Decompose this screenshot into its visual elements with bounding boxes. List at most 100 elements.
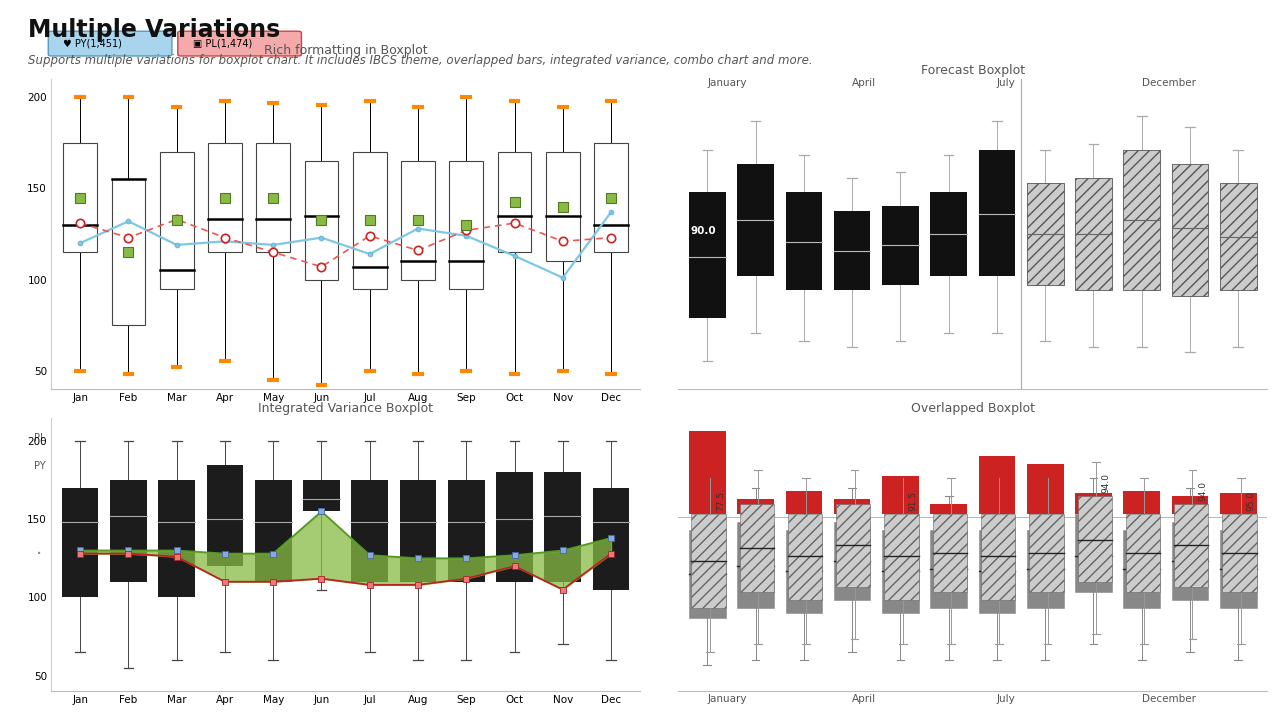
Bar: [1171, 495, 1208, 514]
Bar: [979, 456, 1015, 514]
Text: 115: 115: [262, 433, 282, 444]
Bar: [497, 472, 532, 582]
Text: April: April: [852, 78, 877, 88]
Text: 131: 131: [67, 433, 84, 444]
Text: 137: 137: [607, 462, 625, 471]
Text: Multiple Variations: Multiple Variations: [28, 18, 280, 42]
Bar: [933, 514, 966, 592]
Bar: [740, 503, 774, 592]
Text: 133: 133: [165, 433, 183, 444]
Bar: [689, 530, 726, 618]
Bar: [544, 472, 581, 582]
Bar: [256, 143, 291, 252]
Text: 113: 113: [508, 462, 526, 471]
Text: ▣ PL(1,474): ▣ PL(1,474): [192, 39, 252, 48]
Bar: [737, 522, 774, 608]
Bar: [1220, 530, 1257, 608]
Bar: [786, 192, 822, 290]
Bar: [111, 179, 146, 325]
Bar: [788, 514, 822, 600]
Bar: [1124, 150, 1160, 290]
Bar: [833, 522, 870, 600]
Text: 123: 123: [607, 433, 625, 444]
Bar: [399, 480, 436, 582]
Bar: [1075, 514, 1112, 592]
Bar: [786, 490, 822, 514]
Text: 123: 123: [115, 433, 134, 444]
Bar: [737, 499, 774, 514]
Text: 77.5: 77.5: [716, 491, 724, 511]
Bar: [206, 464, 243, 566]
Text: 94.0: 94.0: [1198, 481, 1207, 501]
Text: July: July: [997, 694, 1016, 704]
Bar: [448, 480, 485, 582]
Text: December: December: [1142, 78, 1196, 88]
Bar: [737, 163, 774, 276]
Bar: [1126, 514, 1160, 592]
Text: 121: 121: [214, 462, 232, 471]
Text: 107: 107: [312, 433, 330, 444]
Bar: [1075, 178, 1112, 290]
Bar: [980, 514, 1015, 600]
Bar: [545, 152, 580, 261]
Bar: [1124, 530, 1160, 608]
Text: 90.0: 90.0: [690, 225, 716, 235]
Text: 124: 124: [361, 433, 379, 444]
Bar: [1027, 184, 1064, 284]
Bar: [63, 143, 97, 252]
Bar: [1029, 514, 1064, 592]
Title: Integrated Variance Boxplot: Integrated Variance Boxplot: [259, 402, 433, 415]
Bar: [882, 477, 919, 514]
Bar: [1171, 522, 1208, 600]
FancyBboxPatch shape: [49, 31, 172, 56]
Bar: [401, 161, 435, 279]
Text: 123: 123: [214, 433, 232, 444]
Bar: [836, 503, 870, 587]
Text: ♥ PY(1,451): ♥ PY(1,451): [63, 39, 122, 48]
Text: 124: 124: [460, 462, 477, 471]
Bar: [1078, 496, 1112, 582]
Text: January: January: [708, 694, 746, 704]
Bar: [160, 152, 193, 289]
Bar: [931, 192, 966, 276]
Bar: [786, 530, 822, 613]
Text: April: April: [852, 694, 877, 704]
Text: 91.5: 91.5: [909, 491, 918, 511]
Text: 123: 123: [312, 462, 330, 471]
Text: 116: 116: [410, 433, 429, 444]
Text: ·: ·: [36, 545, 42, 564]
Text: 121: 121: [557, 433, 576, 444]
Bar: [61, 488, 99, 598]
FancyBboxPatch shape: [178, 31, 302, 56]
Text: 119: 119: [165, 462, 183, 471]
Text: Supports multiple variations for boxplot chart. It includes IBCS theme, overlapp: Supports multiple variations for boxplot…: [28, 54, 813, 67]
Text: 131: 131: [508, 433, 526, 444]
Text: 119: 119: [262, 462, 282, 471]
Text: 127: 127: [460, 433, 477, 444]
Bar: [159, 480, 195, 598]
Bar: [979, 530, 1015, 613]
Bar: [209, 143, 242, 252]
Title: Rich formatting in Boxplot: Rich formatting in Boxplot: [264, 44, 428, 57]
Bar: [110, 480, 147, 582]
Bar: [1220, 493, 1257, 514]
Bar: [1171, 163, 1208, 296]
Bar: [1027, 530, 1064, 608]
Bar: [882, 530, 919, 613]
Text: 128: 128: [410, 462, 429, 471]
Bar: [689, 192, 726, 318]
Bar: [305, 161, 338, 279]
Bar: [1075, 493, 1112, 514]
Bar: [833, 499, 870, 514]
Bar: [353, 152, 387, 289]
Bar: [1222, 514, 1257, 592]
Bar: [303, 480, 339, 511]
Text: December: December: [1142, 694, 1196, 704]
Bar: [255, 480, 292, 582]
Bar: [593, 488, 630, 590]
Text: PL: PL: [33, 433, 45, 444]
Text: January: January: [708, 78, 746, 88]
Bar: [594, 143, 628, 252]
Text: July: July: [997, 78, 1016, 88]
Bar: [931, 530, 966, 608]
